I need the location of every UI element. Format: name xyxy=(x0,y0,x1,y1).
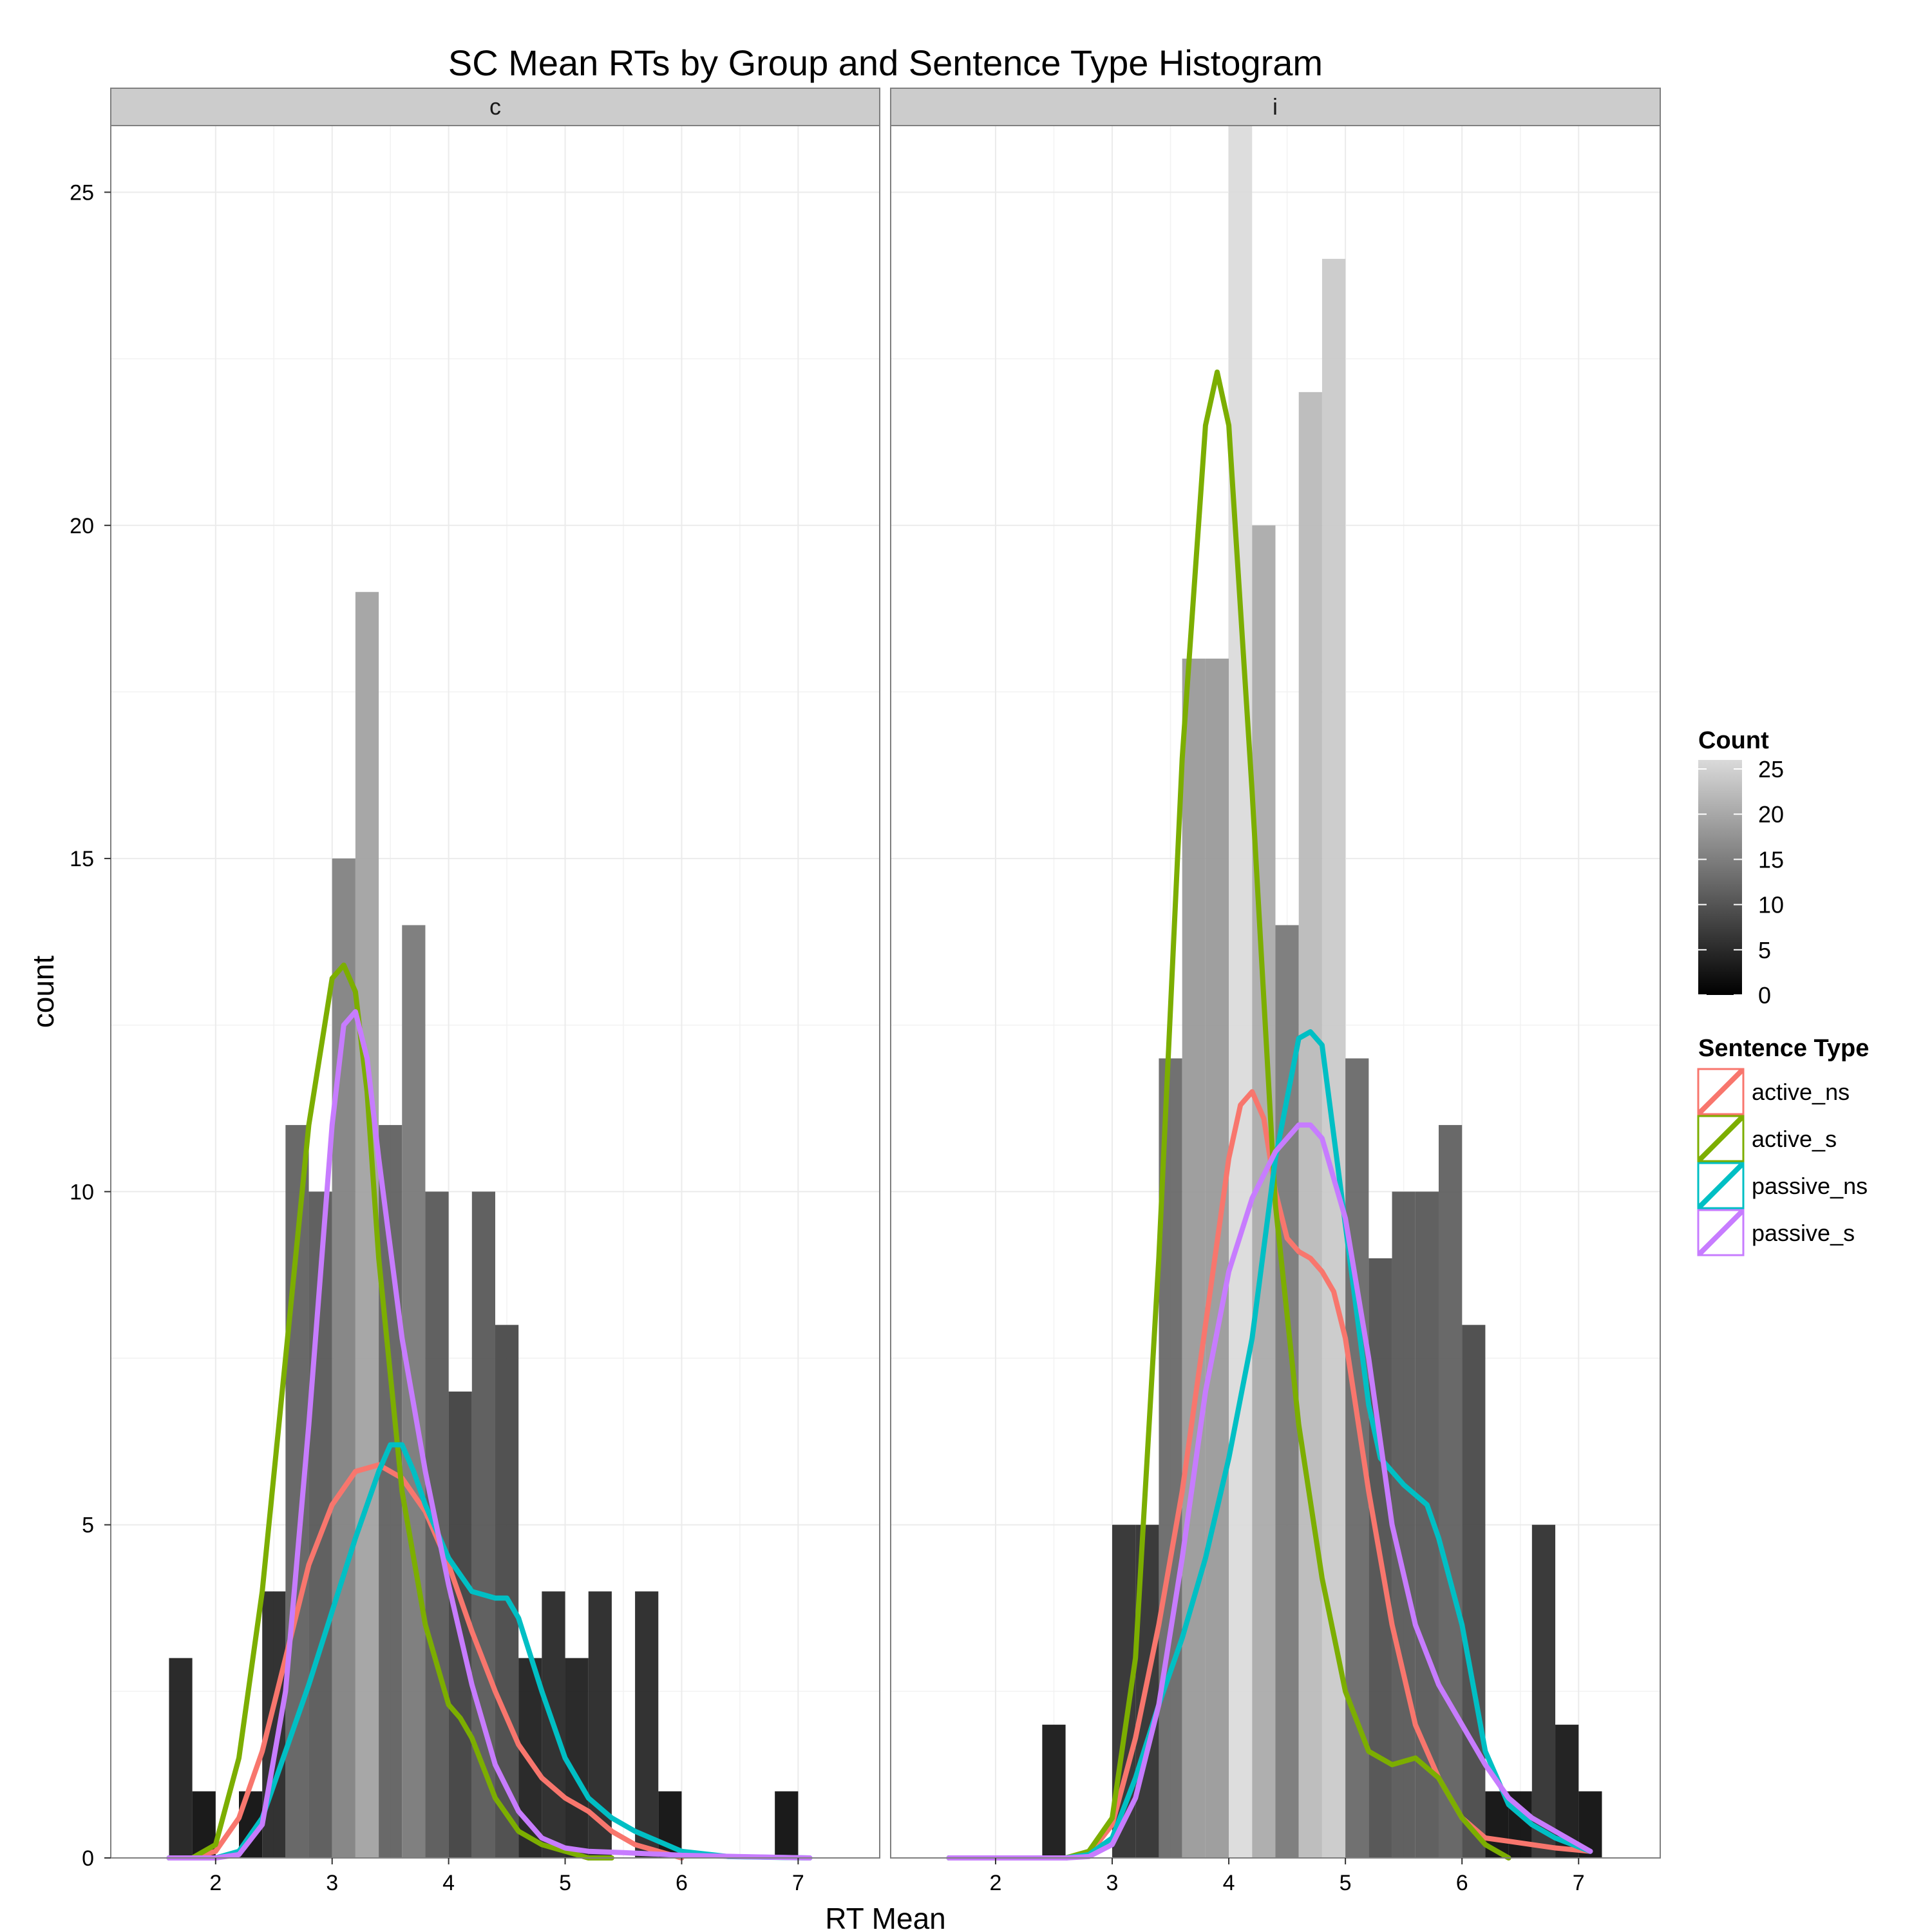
x-tick-label: 2 xyxy=(209,1871,222,1895)
density-line-active-ns xyxy=(166,1462,685,1861)
x-tick-label: 2 xyxy=(989,1871,1001,1895)
legend-key-line xyxy=(1698,1163,1743,1208)
fill-legend: Count 25 20 15 10 5 0 xyxy=(1698,727,1784,1009)
y-tick-label: 20 xyxy=(70,514,94,538)
fill-legend-label: 0 xyxy=(1758,982,1771,1009)
y-tick-label: 10 xyxy=(70,1180,94,1204)
density-lines-i xyxy=(946,369,1593,1861)
y-tick-label: 5 xyxy=(82,1513,94,1538)
histogram-bar xyxy=(1182,658,1206,1858)
x-axis-title: RT Mean xyxy=(825,1902,946,1932)
x-tick-label: 5 xyxy=(1340,1871,1352,1895)
histogram-bar xyxy=(1392,1191,1416,1858)
density-line-passive-s xyxy=(166,1009,813,1861)
histogram-bar xyxy=(1042,1725,1066,1858)
y-tick-label: 15 xyxy=(70,847,94,871)
density-line-active-s xyxy=(946,369,1511,1861)
legend-label: active_ns xyxy=(1752,1079,1850,1105)
histogram-bar xyxy=(332,858,355,1858)
histogram-bar xyxy=(1462,1325,1486,1858)
x-axis-i: 2 3 4 5 6 7 xyxy=(989,1858,1585,1895)
x-tick-label: 3 xyxy=(326,1871,338,1895)
histogram-bar xyxy=(495,1325,519,1858)
legend-key-line xyxy=(1698,1210,1743,1255)
strip-label-i: i xyxy=(1273,93,1278,120)
y-axis: 0 5 10 15 20 25 xyxy=(70,180,111,1871)
density-line-active-s xyxy=(166,962,614,1861)
color-legend-entries: active_ns active_s passive_ns passive_s xyxy=(1697,1068,1868,1256)
x-tick-label: 4 xyxy=(442,1871,455,1895)
facet-panel-c: c xyxy=(110,88,880,1861)
histogram-bar xyxy=(1531,1524,1556,1858)
legend-label: passive_ns xyxy=(1752,1173,1868,1199)
x-tick-label: 7 xyxy=(792,1871,804,1895)
fill-legend-label: 25 xyxy=(1758,756,1784,782)
y-tick-label: 0 xyxy=(82,1846,94,1871)
panel-border-c xyxy=(110,125,880,1859)
legend-key-line xyxy=(1698,1069,1743,1114)
legend-entry-active-ns: active_ns xyxy=(1697,1068,1850,1115)
histogram-bar xyxy=(775,1791,799,1858)
histogram-bar xyxy=(1438,1124,1463,1858)
legend-key-line xyxy=(1698,1116,1743,1161)
x-tick-label: 4 xyxy=(1223,1871,1235,1895)
legend-entry-active-s: active_s xyxy=(1697,1115,1837,1162)
panel-border-i xyxy=(890,125,1661,1859)
x-axis-c: 2 3 4 5 6 7 xyxy=(209,1858,804,1895)
legend-entry-passive-s: passive_s xyxy=(1697,1209,1855,1256)
legend-label: active_s xyxy=(1752,1126,1837,1152)
x-tick-label: 7 xyxy=(1573,1871,1585,1895)
fill-legend-label: 20 xyxy=(1758,801,1784,828)
density-line-passive-ns xyxy=(946,1029,1593,1861)
fill-legend-label: 10 xyxy=(1758,892,1784,918)
color-legend: Sentence Type active_ns active_s passive_n… xyxy=(1697,1035,1869,1256)
fill-legend-label: 5 xyxy=(1758,937,1771,963)
fill-legend-title: Count xyxy=(1698,727,1769,754)
chart-title: SC Mean RTs by Group and Sentence Type H… xyxy=(448,43,1323,83)
fill-legend-label: 15 xyxy=(1758,846,1784,873)
fill-legend-ticks: 25 20 15 10 5 0 xyxy=(1698,756,1784,1009)
density-lines-c xyxy=(166,962,813,1861)
density-line-passive-ns xyxy=(166,1442,813,1861)
x-tick-label: 3 xyxy=(1106,1871,1119,1895)
x-tick-label: 6 xyxy=(1456,1871,1468,1895)
facet-panel-i: i xyxy=(890,88,1661,1861)
histogram-bar xyxy=(169,1658,193,1858)
color-legend-title: Sentence Type xyxy=(1698,1035,1869,1062)
strip-label-c: c xyxy=(489,93,501,120)
fill-legend-colorbar xyxy=(1698,760,1742,995)
x-tick-label: 6 xyxy=(676,1871,688,1895)
strip-background-c xyxy=(110,88,880,126)
legend-label: passive_s xyxy=(1752,1220,1855,1246)
y-axis-title: count xyxy=(26,956,60,1028)
x-tick-label: 5 xyxy=(559,1871,571,1895)
legend-entry-passive-ns: passive_ns xyxy=(1697,1162,1868,1209)
density-line-passive-s xyxy=(946,1122,1593,1861)
histogram-bar xyxy=(635,1591,659,1858)
y-tick-label: 25 xyxy=(70,180,94,205)
histogram-bar xyxy=(565,1658,589,1858)
strip-background-i xyxy=(890,88,1661,126)
histogram-bar xyxy=(1229,126,1253,1858)
